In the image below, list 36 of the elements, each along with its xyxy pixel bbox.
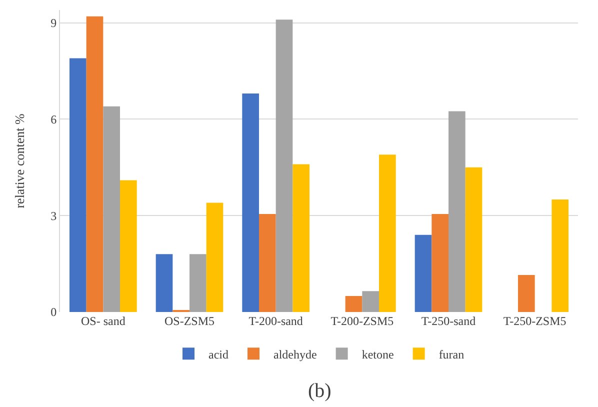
legend-label: furan (438, 347, 464, 362)
bar (242, 94, 259, 312)
bar (103, 106, 120, 312)
bar (156, 254, 173, 312)
bar (120, 180, 137, 312)
bar (206, 202, 224, 312)
bar (259, 214, 276, 312)
bar (465, 167, 482, 312)
x-tick-label: T-200-sand (248, 314, 303, 328)
bar (86, 16, 104, 312)
x-tick-label: T-200-ZSM5 (330, 314, 394, 328)
y-tick-label: 3 (50, 208, 57, 223)
bar (518, 275, 535, 312)
x-tick-label: T-250-sand (421, 314, 476, 328)
x-tick-label: OS- sand (81, 314, 126, 328)
bar (345, 296, 362, 312)
bar (552, 200, 568, 312)
bar (448, 111, 466, 312)
y-tick-label: 6 (50, 112, 57, 126)
legend-label: acid (208, 347, 228, 362)
bar (414, 234, 432, 312)
bar (432, 214, 448, 312)
x-tick-label: OS-ZSM5 (164, 314, 215, 328)
y-tick-label: 0 (50, 305, 57, 320)
legend-label: aldehyde (274, 347, 317, 362)
bar (190, 254, 206, 312)
bar (379, 154, 396, 312)
bar (362, 291, 379, 312)
y-axis-title: relative content % (12, 114, 27, 208)
bar (70, 58, 86, 312)
bar (292, 164, 310, 312)
text: (b) (308, 380, 332, 402)
legend-label: ketone (362, 347, 394, 362)
bar (276, 20, 293, 312)
y-tick-label: 9 (50, 16, 57, 30)
x-tick-label: T-250-ZSM5 (503, 314, 566, 328)
